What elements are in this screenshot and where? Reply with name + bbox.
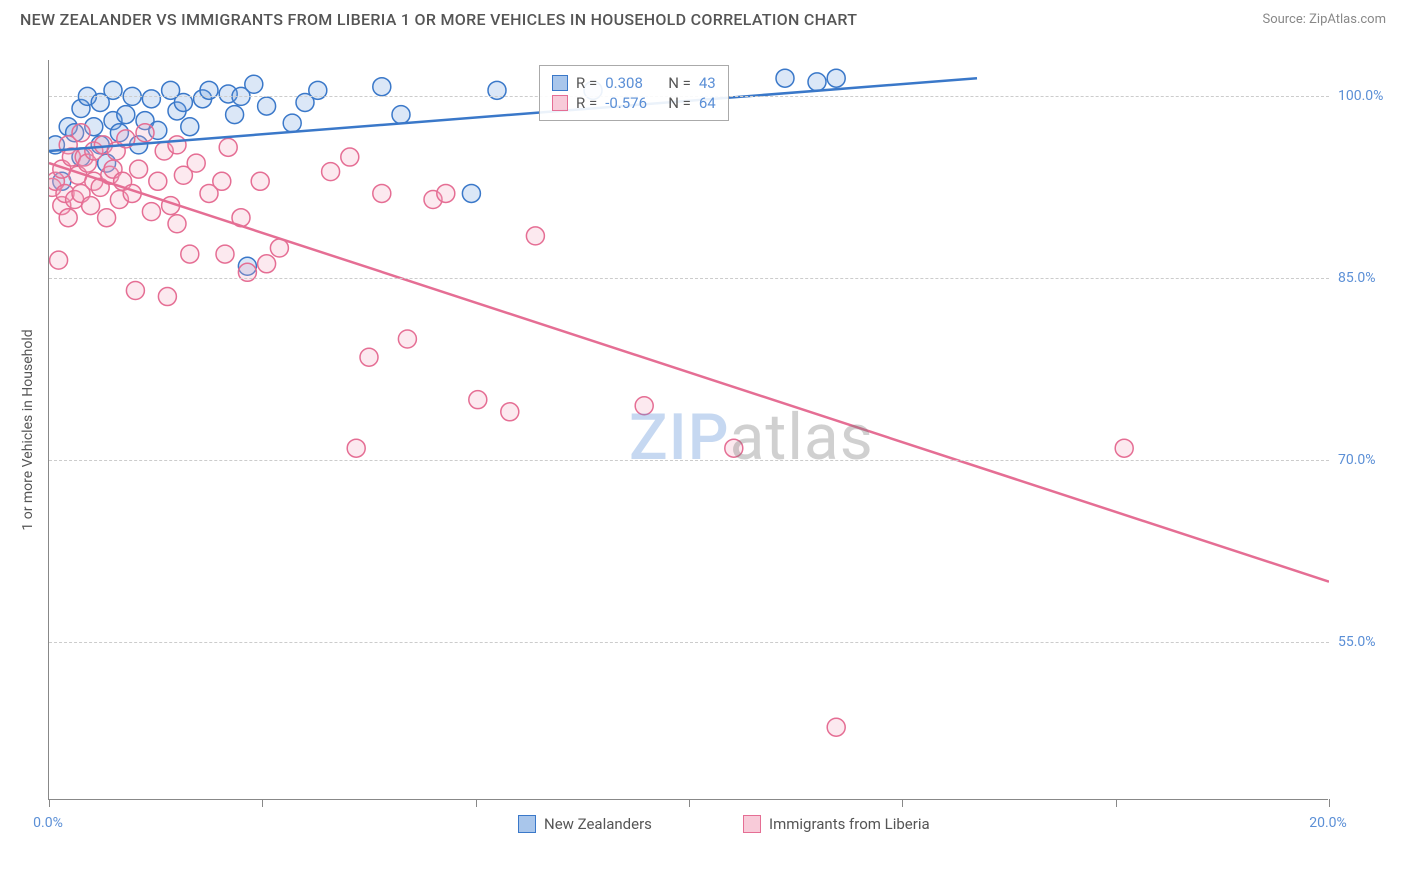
scatter-point [142,203,160,221]
scatter-point [360,348,378,366]
scatter-point [322,163,340,181]
source-label: Source: ZipAtlas.com [1262,12,1386,27]
scatter-point [213,172,231,190]
scatter-point [219,138,237,156]
scatter-point [158,288,176,306]
scatter-point [181,245,199,263]
chart-title: NEW ZEALANDER VS IMMIGRANTS FROM LIBERIA… [20,10,857,29]
gridline-h [49,278,1329,279]
y-tick-label: 70.0% [1338,452,1376,468]
scatter-point [59,209,77,227]
scatter-point [168,136,186,154]
stats-row: R = 0.308 N = 43 [552,74,716,92]
scatter-point [437,184,455,202]
gridline-h [49,460,1329,461]
stat-n-value: 64 [699,94,716,112]
plot-region: R =0.308N =43R =-0.576N =64ZIPatlas [48,60,1328,800]
trend-line [49,163,1329,582]
scatter-point [725,439,743,457]
scatter-point [462,184,480,202]
x-tick-label: 0.0% [33,815,63,831]
x-tick [902,799,903,807]
scatter-point [126,281,144,299]
y-tick-label: 85.0% [1338,270,1376,286]
legend-swatch [552,75,568,91]
scatter-point [341,148,359,166]
scatter-point [827,69,845,87]
chart-area: 1 or more Vehicles in Household R =0.308… [48,60,1388,820]
scatter-point [168,215,186,233]
scatter-point [776,69,794,87]
scatter-point [373,184,391,202]
bottom-legend-item: New Zealanders [518,815,652,833]
scatter-point [373,78,391,96]
stats-row: R = -0.576 N = 64 [552,94,716,112]
scatter-point [469,391,487,409]
plot-svg [49,60,1329,800]
bottom-legend-item: Immigrants from Liberia [743,815,930,833]
y-axis-title: 1 or more Vehicles in Household [20,329,36,530]
x-tick [689,799,690,807]
stat-r-label: R = [576,94,597,112]
scatter-point [1115,439,1133,457]
scatter-point [635,397,653,415]
gridline-h [49,642,1329,643]
stat-r-value: 0.308 [605,74,660,92]
x-tick-label: 20.0% [1309,815,1347,831]
scatter-point [501,403,519,421]
trend-line [49,78,977,151]
scatter-point [347,439,365,457]
x-tick [1329,799,1330,807]
x-tick [1116,799,1117,807]
scatter-point [98,209,116,227]
scatter-point [827,718,845,736]
stats-legend: R = 0.308 N = 43 R = -0.576 N = 64 [539,65,729,121]
scatter-point [398,330,416,348]
scatter-point [82,197,100,215]
legend-label: Immigrants from Liberia [769,815,930,833]
stat-n-label: N = [668,94,691,112]
scatter-point [136,124,154,142]
scatter-point [216,245,234,263]
stat-r-value: -0.576 [605,94,660,112]
scatter-point [142,90,160,108]
scatter-point [258,255,276,273]
legend-swatch [518,815,536,833]
scatter-point [50,251,68,269]
scatter-point [526,227,544,245]
scatter-point [130,160,148,178]
scatter-point [392,106,410,124]
scatter-point [258,97,276,115]
scatter-point [226,106,244,124]
legend-swatch [552,95,568,111]
scatter-point [117,106,135,124]
scatter-point [245,75,263,93]
x-tick [262,799,263,807]
legend-label: New Zealanders [544,815,652,833]
scatter-point [808,73,826,91]
x-tick [476,799,477,807]
legend-swatch [743,815,761,833]
scatter-point [187,154,205,172]
stat-r-label: R = [576,74,597,92]
stat-n-value: 43 [699,74,716,92]
x-tick [49,799,50,807]
stat-n-label: N = [668,74,691,92]
y-tick-label: 55.0% [1338,634,1376,650]
y-tick-label: 100.0% [1338,88,1383,104]
scatter-point [181,118,199,136]
scatter-point [72,124,90,142]
scatter-point [149,172,167,190]
scatter-point [251,172,269,190]
scatter-point [283,114,301,132]
